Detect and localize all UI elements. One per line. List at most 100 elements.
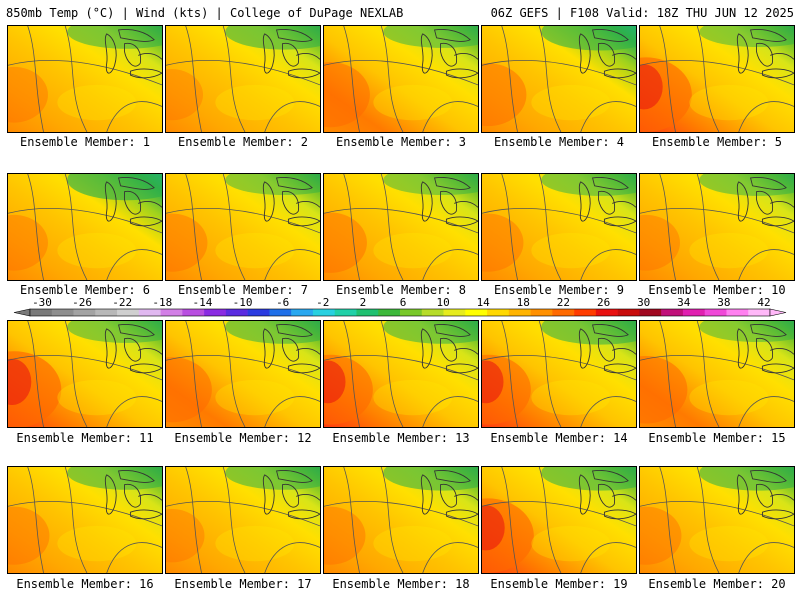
ensemble-member-label: Ensemble Member: 13: [332, 431, 470, 445]
temperature-map: [165, 173, 321, 281]
colorbar-swatch: [748, 309, 771, 316]
colorbar-swatch: [269, 309, 292, 316]
ensemble-member-label: Ensemble Member: 10: [648, 283, 786, 297]
ensemble-member-label: Ensemble Member: 14: [490, 431, 628, 445]
colorbar-tick-label: 10: [436, 296, 449, 309]
colorbar-swatch: [465, 309, 488, 316]
ensemble-member-panel: Ensemble Member: 3: [323, 25, 479, 149]
temperature-map: [639, 173, 795, 281]
colorbar-swatch: [574, 309, 597, 316]
colorbar-swatch: [639, 309, 662, 316]
colorbar-swatch: [400, 309, 423, 316]
ensemble-member-label: Ensemble Member: 3: [335, 135, 467, 149]
ensemble-member-label: Ensemble Member: 7: [177, 283, 309, 297]
ensemble-member-label: Ensemble Member: 11: [16, 431, 154, 445]
colorbar-swatch: [595, 309, 618, 316]
colorbar-tick-label: 6: [400, 296, 407, 309]
ensemble-member-panel: Ensemble Member: 17: [165, 466, 321, 591]
colorbar-tick-label: -6: [276, 296, 289, 309]
colorbar-max-arrow: [769, 308, 787, 317]
temperature-map: [481, 466, 637, 574]
ensemble-member-panel: Ensemble Member: 7: [165, 173, 321, 297]
colorbar-swatch: [661, 309, 684, 316]
ensemble-member-panel: Ensemble Member: 10: [639, 173, 795, 297]
colorbar-swatch: [726, 309, 749, 316]
ensemble-member-label: Ensemble Member: 6: [19, 283, 151, 297]
colorbar-tick-label: -18: [152, 296, 172, 309]
colorbar-swatch: [704, 309, 727, 316]
ensemble-member-panel: Ensemble Member: 14: [481, 320, 637, 445]
ensemble-member-panel: Ensemble Member: 2: [165, 25, 321, 149]
ensemble-member-label: Ensemble Member: 19: [490, 577, 628, 591]
ensemble-member-label: Ensemble Member: 15: [648, 431, 786, 445]
colorbar-tick-label: -22: [112, 296, 132, 309]
temperature-map: [639, 466, 795, 574]
ensemble-member-panel: Ensemble Member: 8: [323, 173, 479, 297]
colorbar-tick-label: 38: [717, 296, 730, 309]
colorbar-swatch: [95, 309, 118, 316]
temperature-map: [481, 25, 637, 133]
colorbar-tick-label: -26: [72, 296, 92, 309]
colorbar-swatch: [508, 309, 531, 316]
ensemble-member-panel: Ensemble Member: 6: [7, 173, 163, 297]
colorbar-tick-label: 26: [597, 296, 610, 309]
colorbar-swatch: [182, 309, 205, 316]
colorbar-swatch: [421, 309, 444, 316]
colorbar-tick-label: 30: [637, 296, 650, 309]
temperature-map: [7, 320, 163, 428]
ensemble-member-panel: Ensemble Member: 16: [7, 466, 163, 591]
temperature-colorbar: -30 -26 -22 -18 -14 -10 -6 -2 2 6 10 14 18 22 26 30 34 38…: [13, 296, 787, 317]
temperature-map: [323, 173, 479, 281]
colorbar-swatch: [487, 309, 510, 316]
ensemble-member-label: Ensemble Member: 2: [177, 135, 309, 149]
temperature-map: [481, 173, 637, 281]
ensemble-member-label: Ensemble Member: 16: [16, 577, 154, 591]
temperature-map: [639, 25, 795, 133]
colorbar-swatch: [617, 309, 640, 316]
colorbar-swatch: [530, 309, 553, 316]
temperature-map: [639, 320, 795, 428]
temperature-map: [323, 320, 479, 428]
colorbar-swatch: [356, 309, 379, 316]
ensemble-member-panel: Ensemble Member: 9: [481, 173, 637, 297]
colorbar-swatch: [312, 309, 335, 316]
temperature-map: [165, 466, 321, 574]
ensemble-member-label: Ensemble Member: 1: [19, 135, 151, 149]
colorbar-swatch: [552, 309, 575, 316]
ensemble-member-panel: Ensemble Member: 19: [481, 466, 637, 591]
ensemble-member-label: Ensemble Member: 5: [651, 135, 783, 149]
temperature-map: [481, 320, 637, 428]
colorbar-swatch: [117, 309, 140, 316]
colorbar-swatch: [247, 309, 270, 316]
ensemble-member-panel: Ensemble Member: 1: [7, 25, 163, 149]
temperature-map: [323, 25, 479, 133]
map-title: 850mb Temp (°C) | Wind (kts) | College o…: [6, 6, 404, 20]
colorbar-swatch: [225, 309, 248, 316]
colorbar-tick-label: -14: [192, 296, 212, 309]
colorbar-swatch: [73, 309, 96, 316]
colorbar-tick-label: 14: [477, 296, 491, 309]
temperature-map: [323, 466, 479, 574]
model-run-valid-time: 06Z GEFS | F108 Valid: 18Z THU JUN 12 20…: [490, 6, 794, 20]
colorbar-tick-label: 2: [360, 296, 367, 309]
colorbar-tick-label: 34: [677, 296, 691, 309]
ensemble-member-label: Ensemble Member: 9: [493, 283, 625, 297]
temperature-map: [7, 466, 163, 574]
ensemble-member-label: Ensemble Member: 20: [648, 577, 786, 591]
ensemble-member-label: Ensemble Member: 4: [493, 135, 625, 149]
colorbar-tick-label: -30: [32, 296, 52, 309]
colorbar-tick-label: 22: [557, 296, 570, 309]
ensemble-member-label: Ensemble Member: 12: [174, 431, 312, 445]
ensemble-member-panel: Ensemble Member: 13: [323, 320, 479, 445]
colorbar-swatch: [378, 309, 401, 316]
colorbar-swatch: [51, 309, 74, 316]
colorbar-tick-label: 42: [757, 296, 770, 309]
colorbar-tick-label: -2: [316, 296, 329, 309]
colorbar-swatch: [138, 309, 161, 316]
ensemble-member-panel: Ensemble Member: 5: [639, 25, 795, 149]
colorbar-swatch: [204, 309, 227, 316]
colorbar-swatch: [443, 309, 466, 316]
colorbar-min-arrow: [13, 308, 31, 317]
colorbar-swatch: [682, 309, 705, 316]
